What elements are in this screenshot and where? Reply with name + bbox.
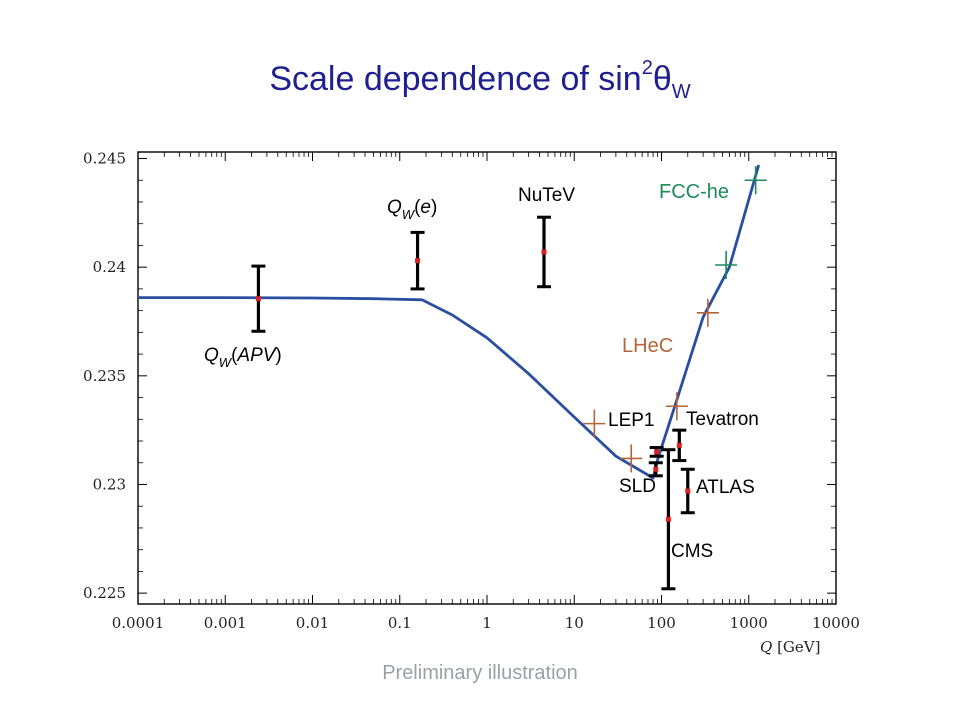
x-tick-label: 1000 (730, 614, 768, 632)
central-value (541, 249, 547, 255)
title-main: Scale dependence of sin (269, 60, 642, 98)
x-tick-label: 100 (647, 614, 676, 632)
label-cms: CMS (671, 541, 713, 562)
measurement-q-w-apv- (251, 264, 266, 333)
x-tick-label: 0.001 (204, 614, 247, 632)
projection-lhec-marker (583, 409, 606, 438)
label-lep1: LEP1 (608, 410, 654, 431)
projection-lhec-marker (620, 444, 643, 473)
x-tick-label: 0.1 (388, 614, 412, 632)
x-tick-label: 10000 (812, 614, 860, 632)
plot-frame (137, 151, 837, 605)
label-tevatron: Tevatron (686, 409, 759, 430)
central-value (676, 442, 682, 448)
central-value (685, 488, 691, 494)
central-value (255, 296, 261, 302)
y-tick-label: 0.235 (83, 367, 126, 385)
y-tick-label: 0.23 (93, 475, 126, 493)
label-qw-apv: QW(APV) (204, 345, 282, 370)
measurement-atlas (680, 467, 695, 515)
x-tick-label: 0.0001 (112, 614, 165, 632)
label-fcc-he: FCC-he (659, 181, 729, 203)
measurement-sld (648, 461, 663, 478)
x-tick-label: 0.01 (296, 614, 329, 632)
slide-title: Scale dependence of sin2θW (0, 56, 960, 104)
projection-lhec-marker (696, 298, 719, 327)
title-superscript: 2 (641, 56, 653, 79)
central-value (654, 449, 660, 455)
x-tick-label: 10 (565, 614, 584, 632)
x-tick-label: 1 (482, 614, 492, 632)
central-value (665, 516, 671, 522)
label-qw-e: QW(e) (387, 197, 437, 222)
projection-lhec-marker (665, 392, 688, 421)
projection-fcc-he-marker (715, 251, 738, 279)
y-tick-label: 0.245 (83, 150, 126, 168)
footer-note: Preliminary illustration (382, 662, 578, 684)
measurement-cms (661, 448, 676, 591)
measurement-tevatron (672, 428, 687, 463)
title-subscript: W (671, 80, 691, 103)
central-value (415, 258, 421, 264)
measurement-lep1 (649, 446, 664, 458)
running-curve (138, 164, 761, 480)
y-tick-label: 0.225 (83, 584, 126, 602)
label-atlas: ATLAS (696, 477, 755, 498)
title-theta: θ (652, 60, 672, 98)
central-value (653, 466, 659, 472)
y-tick-label: 0.24 (93, 258, 126, 276)
label-sld: SLD (619, 476, 656, 497)
x-axis-label: Q [GeV] (760, 638, 820, 656)
label-lhec: LHeC (622, 335, 673, 357)
label-nutev: NuTeV (518, 185, 575, 206)
measurement-nutev (536, 215, 551, 289)
measurement-q-w-e- (410, 230, 425, 291)
projection-fcc-he-marker (744, 166, 767, 195)
